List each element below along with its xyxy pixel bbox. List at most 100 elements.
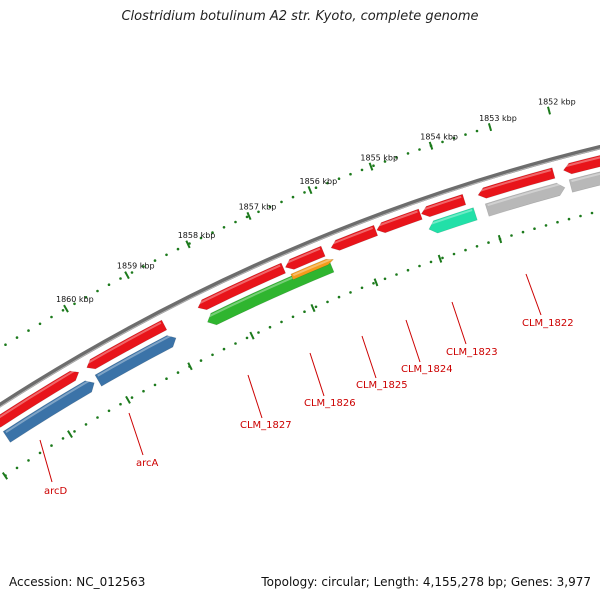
inner-ruler-dot — [372, 282, 375, 285]
inner-ruler-dot — [303, 310, 306, 314]
ruler-dot — [38, 322, 42, 326]
cds-arrow-highlight — [331, 226, 374, 245]
ruler-label: 1856 kbp — [300, 177, 338, 186]
label-CLM_1826-leader — [309, 352, 325, 397]
ruler-dot — [257, 210, 260, 214]
label-CLM_1823[interactable]: CLM_1823 — [446, 347, 498, 358]
label-CLM_1824[interactable]: CLM_1824 — [401, 364, 453, 375]
gene-CLM_1822[interactable] — [484, 182, 566, 217]
cds-arrow[interactable] — [197, 262, 286, 311]
inner-ruler-dot — [383, 277, 387, 281]
inner-ruler-dot — [510, 234, 513, 237]
ruler-dot — [119, 277, 122, 280]
inner-ruler-dot — [429, 260, 433, 264]
ruler-dot — [234, 220, 237, 224]
inner-ruler-dot — [222, 347, 226, 351]
inner-ruler-dot — [487, 241, 490, 244]
label-CLM_1827[interactable]: CLM_1827 — [240, 420, 292, 431]
inner-ruler-major-tick — [187, 362, 193, 371]
inner-ruler-dot — [142, 389, 145, 393]
inner-ruler-major-tick — [125, 395, 131, 404]
cds-arrow-highlight — [285, 247, 321, 265]
ruler-major-tick — [428, 141, 434, 150]
cds-arrow[interactable] — [477, 167, 556, 199]
ruler-dot — [211, 231, 214, 234]
cds-arrow[interactable] — [0, 370, 80, 428]
ruler-dot — [222, 226, 226, 229]
ruler-dot — [372, 164, 375, 167]
ruler-label: 1855 kbp — [360, 153, 398, 162]
ruler-dot — [107, 283, 111, 287]
inner-ruler-dot — [464, 248, 467, 252]
cds-arrow[interactable] — [420, 193, 467, 218]
inner-ruler-dot — [84, 423, 88, 426]
accession-label: Accession: NC_012563 — [9, 575, 146, 589]
gene-CLM_1823-highlight — [429, 209, 473, 226]
inner-ruler-major-tick — [373, 278, 379, 287]
label-CLM_1822[interactable]: CLM_1822 — [522, 318, 574, 329]
ruler-major-tick — [246, 211, 252, 221]
cds-arrow-highlight — [421, 195, 462, 211]
inner-ruler-dot — [153, 383, 157, 387]
inner-ruler-dot — [96, 416, 99, 419]
gene-next-highlight — [571, 172, 600, 183]
inner-ruler-major-tick — [437, 254, 443, 263]
gene-CLM_1823[interactable] — [428, 207, 478, 234]
genome-summary: Topology: circular; Length: 4,155,278 bp… — [261, 575, 591, 589]
cds-arrow[interactable] — [330, 224, 379, 251]
ruler-major-tick — [487, 123, 493, 132]
label-arcD[interactable]: arcD — [44, 486, 68, 497]
inner-ruler-dot — [360, 286, 364, 290]
inner-ruler-dot — [165, 377, 168, 381]
gene-arcD[interactable] — [2, 380, 95, 443]
gene-arcA[interactable] — [94, 335, 177, 387]
ruler-major-tick — [368, 162, 374, 171]
ruler-major-tick — [185, 240, 191, 249]
inner-ruler-major-tick — [249, 331, 255, 340]
label-CLM_1824-leader — [405, 319, 421, 363]
gene-CLM_1827[interactable] — [207, 259, 335, 326]
inner-ruler-dot — [590, 211, 594, 215]
ruler-dot — [280, 200, 283, 204]
ruler-label: 1853 kbp — [479, 114, 517, 123]
cds-arrow-highlight — [0, 369, 76, 419]
label-CLM_1826[interactable]: CLM_1826 — [304, 398, 356, 409]
cds-arrow-highlight — [564, 156, 600, 168]
inner-ruler-dot — [234, 342, 237, 345]
ruler-dot — [130, 271, 134, 274]
label-CLM_1825[interactable]: CLM_1825 — [356, 380, 408, 391]
ruler-dot — [27, 329, 30, 332]
gene-next[interactable] — [568, 167, 600, 193]
inner-ruler-dot — [441, 256, 444, 260]
inner-ruler-dot — [533, 227, 536, 230]
ruler-dot — [418, 148, 421, 151]
cds-arrow[interactable] — [284, 245, 326, 270]
label-CLM_1822-leader — [525, 273, 542, 316]
inner-ruler-dot — [280, 320, 283, 324]
cds-arrow-highlight — [478, 169, 551, 193]
ruler-dot — [395, 156, 398, 159]
label-arcA[interactable]: arcA — [136, 458, 159, 469]
inner-ruler-dot — [73, 430, 76, 433]
ruler-dot — [452, 136, 456, 140]
inner-ruler-major-tick — [67, 430, 73, 439]
inner-ruler-dot — [579, 214, 582, 218]
cds-arrow[interactable] — [86, 319, 168, 370]
inner-ruler-dot — [107, 409, 111, 413]
cds-arrow[interactable] — [376, 208, 423, 234]
ruler-dot — [475, 129, 479, 133]
ruler-label: 1854 kbp — [420, 133, 458, 142]
map-title: Clostridium botulinum A2 str. Kyoto, com… — [121, 9, 479, 24]
ruler-dot — [165, 253, 168, 257]
backbone-shine — [0, 148, 600, 408]
inner-ruler-major-tick — [1, 472, 9, 480]
inner-ruler-dot — [395, 273, 398, 276]
gene-CLM_1822-highlight — [487, 182, 563, 207]
cds-arrow-highlight — [197, 264, 281, 305]
ruler-dot — [15, 336, 19, 339]
gene-CLM_1826[interactable] — [290, 258, 335, 280]
cds-arrow[interactable] — [563, 150, 600, 175]
ruler-dot — [176, 247, 180, 251]
label-CLM_1827-leader — [247, 374, 263, 419]
